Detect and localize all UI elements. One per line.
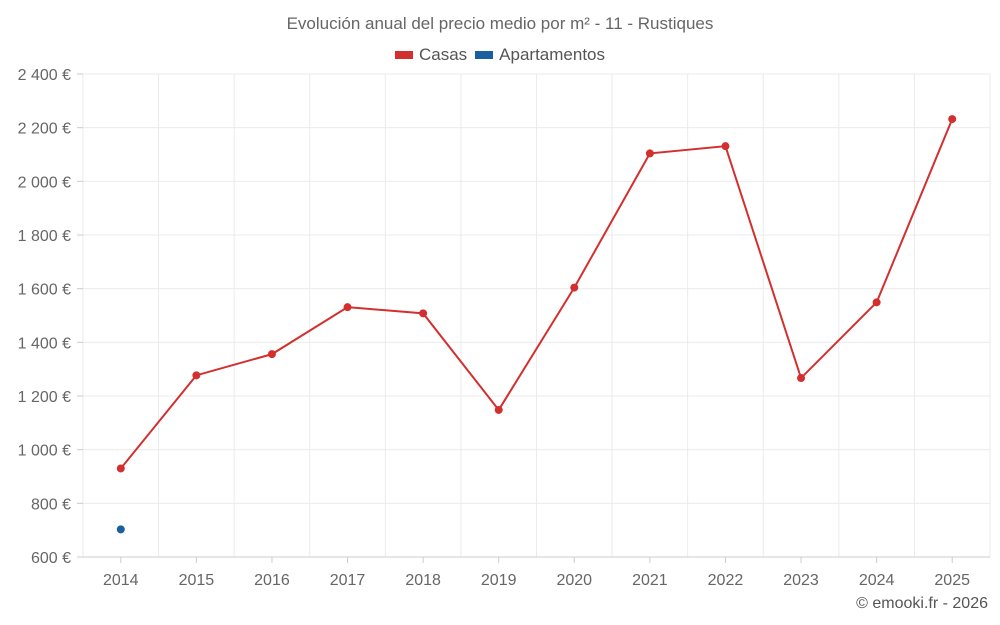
footer-credit: © emooki.fr - 2026 [856, 595, 988, 612]
grid-lines [82, 73, 991, 558]
data-point-casas[interactable] [192, 371, 201, 380]
y-tick-label: 1 600 € [18, 282, 71, 299]
x-tick-label: 2016 [254, 572, 290, 589]
data-point-apartamentos[interactable] [116, 525, 125, 534]
x-tick-label: 2020 [556, 572, 592, 589]
y-tick-label: 1 400 € [18, 335, 71, 352]
y-tick-label: 2 200 € [18, 121, 71, 138]
x-tick-label: 2024 [859, 572, 895, 589]
legend-label-apartamentos: Apartamentos [499, 45, 606, 64]
data-point-casas[interactable] [267, 350, 276, 359]
legend-swatch-apartamentos [475, 51, 494, 59]
x-tick-label: 2022 [708, 572, 744, 589]
data-point-casas[interactable] [721, 142, 730, 151]
y-tick-label: 1 000 € [18, 443, 71, 460]
data-point-casas[interactable] [797, 374, 806, 383]
data-point-casas[interactable] [343, 303, 352, 312]
legend-label-casas: Casas [418, 45, 468, 64]
data-point-casas[interactable] [570, 283, 579, 292]
y-tick-label: 600 € [31, 550, 71, 567]
x-tick-label: 2021 [632, 572, 668, 589]
data-point-casas[interactable] [645, 149, 654, 158]
series-line-casas [120, 118, 954, 470]
y-axis: 600 € 800 € 1 000 € 1 200 € 1 400 € 1 600 € 1 … [18, 67, 83, 567]
y-tick-label: 2 000 € [18, 174, 71, 191]
x-axis: 2014 2015 2016 2017 2018 2019 2020 2021 2022 2023… [83, 556, 990, 589]
data-point-casas[interactable] [948, 115, 957, 124]
y-tick-label: 2 400 € [18, 67, 71, 84]
data-point-casas[interactable] [419, 309, 428, 318]
x-tick-label: 2019 [481, 572, 517, 589]
data-point-casas[interactable] [872, 298, 881, 307]
legend-swatch-casas [394, 51, 413, 59]
data-point-casas[interactable] [494, 405, 503, 414]
x-tick-label: 2025 [934, 572, 970, 589]
x-tick-label: 2018 [405, 572, 441, 589]
legend-item-casas[interactable]: Casas [394, 45, 468, 65]
chart-title: Evolución anual del precio medio por m² … [286, 14, 714, 33]
chart-legend: Casas Apartamentos [0, 45, 1000, 65]
x-tick-label: 2023 [783, 572, 819, 589]
y-tick-label: 800 € [31, 496, 71, 513]
plot-area [116, 115, 957, 534]
legend-item-apartamentos[interactable]: Apartamentos [475, 45, 605, 65]
y-tick-label: 1 800 € [18, 228, 71, 245]
y-tick-label: 1 200 € [18, 389, 71, 406]
x-tick-label: 2017 [330, 572, 366, 589]
data-point-casas[interactable] [116, 464, 125, 473]
x-tick-label: 2015 [179, 572, 215, 589]
x-tick-label: 2014 [103, 572, 139, 589]
